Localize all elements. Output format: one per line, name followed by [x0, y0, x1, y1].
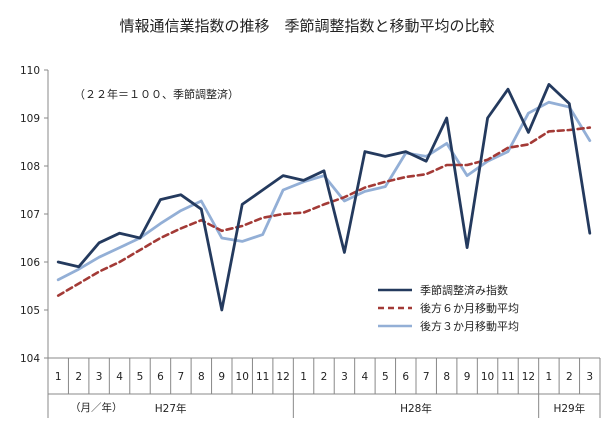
x-tick-label: 6	[402, 371, 409, 383]
x-tick-label: 11	[501, 371, 514, 383]
x-tick-label: 8	[443, 371, 450, 383]
y-tick-label: 107	[20, 209, 40, 221]
x-tick-label: 12	[522, 371, 535, 383]
y-tick-label: 108	[20, 161, 40, 173]
x-tick-label: 1	[300, 371, 307, 383]
chart-title: 情報通信業指数の推移 季節調整指数と移動平均の比較	[119, 17, 494, 35]
x-tick-label: 7	[423, 371, 430, 383]
x-tick-label: 2	[321, 371, 328, 383]
series-line	[56, 126, 592, 297]
series-layer	[56, 83, 592, 312]
x-tick-label: 5	[137, 371, 144, 383]
year-label: H28年	[400, 402, 432, 415]
legend-label: 後方３か月移動平均	[420, 319, 519, 333]
series-line	[56, 83, 592, 312]
y-tick-label: 109	[20, 113, 40, 125]
x-tick-label: 3	[341, 371, 348, 383]
series-line	[56, 100, 592, 282]
x-tick-label: 1	[55, 371, 62, 383]
x-tick-label: 3	[586, 371, 593, 383]
x-tick-label: 9	[464, 371, 471, 383]
x-tick-label: 1	[546, 371, 553, 383]
x-tick-label: 9	[218, 371, 225, 383]
x-tick-label: 11	[256, 371, 269, 383]
legend-label: 後方６か月移動平均	[420, 301, 519, 315]
chart-note: （２２年＝１００、季節調整済）	[74, 87, 239, 101]
y-tick-label: 105	[20, 305, 40, 317]
x-tick-label: 2	[75, 371, 82, 383]
x-tick-label: 10	[481, 371, 494, 383]
y-tick-label: 104	[20, 353, 40, 365]
x-tick-label: 6	[157, 371, 164, 383]
x-unit-label: （月／年）	[70, 401, 123, 414]
x-tick-label: 12	[276, 371, 289, 383]
x-tick-label: 2	[566, 371, 573, 383]
legend-label: 季節調整済み指数	[420, 283, 508, 297]
x-tick-label: 5	[382, 371, 389, 383]
x-tick-label: 8	[198, 371, 205, 383]
x-tick-label: 4	[362, 371, 369, 383]
year-label: H27年	[155, 402, 187, 415]
x-tick-label: 3	[96, 371, 103, 383]
y-tick-label: 110	[20, 65, 40, 77]
year-label: H29年	[553, 402, 585, 415]
x-tick-label: 10	[236, 371, 249, 383]
x-tick-label: 4	[116, 371, 123, 383]
y-tick-label: 106	[20, 257, 40, 269]
x-tick-label: 7	[178, 371, 185, 383]
